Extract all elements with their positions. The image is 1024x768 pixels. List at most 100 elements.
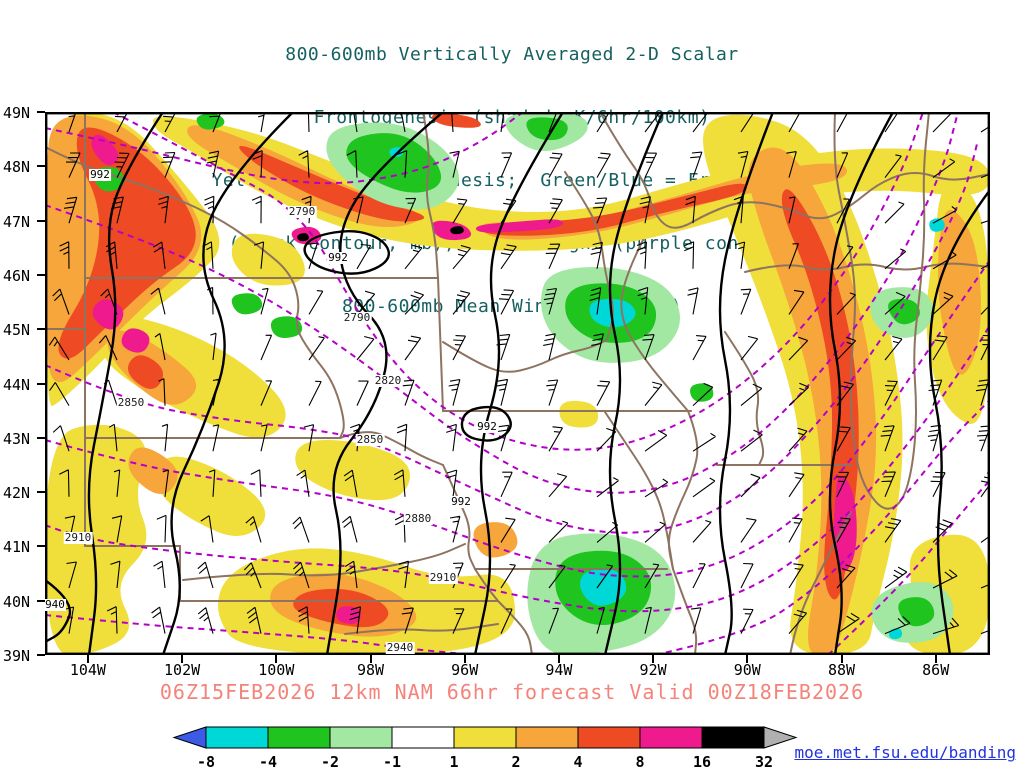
lat-tick-label: 45N — [3, 321, 31, 340]
lat-tick-mark — [37, 111, 45, 113]
contour-label-2910: 2910 — [63, 531, 93, 544]
border-line — [744, 262, 990, 273]
lat-tick-mark — [37, 382, 45, 385]
shaded-region — [580, 568, 627, 606]
colorbar-segment — [577, 726, 641, 749]
lon-tick-mark — [557, 655, 560, 663]
map-canvas — [45, 112, 990, 655]
lat-tick-label: 40N — [3, 592, 31, 611]
shaded-region — [559, 400, 599, 428]
colorbar-tick-label: 16 — [693, 753, 711, 768]
border-line — [833, 112, 930, 510]
lon-tick-label: 98W — [356, 661, 385, 679]
shaded-region — [45, 424, 147, 655]
colorbar: -8 -4 -2 -1 1 2 4 8 16 32 — [172, 726, 798, 768]
map-plot: 992 2790 992 2790 2820 2850 2850 992 992 2880 2910… — [44, 112, 990, 655]
lat-tick-mark — [37, 599, 45, 602]
colorbar-segment — [391, 726, 455, 749]
border-line — [474, 568, 499, 602]
colorbar-left-arrow — [172, 726, 207, 749]
colorbar-tick-label: 2 — [511, 753, 520, 768]
shaded-region — [231, 293, 263, 315]
border-line — [182, 543, 466, 581]
lon-tick-label: 88W — [827, 661, 856, 679]
border-line — [45, 146, 345, 439]
height-contour — [112, 112, 924, 451]
shaded-region — [432, 113, 481, 128]
border-line — [344, 623, 499, 635]
border-line — [497, 600, 533, 655]
shaded-region — [938, 210, 981, 375]
lat-tick-label: 43N — [3, 429, 31, 448]
border-line — [339, 431, 444, 466]
lat-tick-mark — [37, 219, 45, 222]
lon-tick-label: 100W — [258, 661, 295, 679]
lat-tick-label: 46N — [3, 266, 31, 285]
lon-tick-label: 102W — [164, 661, 201, 679]
contour-label-992: 992 — [476, 420, 498, 433]
lon-tick-label: 86W — [922, 661, 950, 679]
mslp-contour — [325, 112, 444, 655]
height-contour — [827, 479, 990, 655]
shaded-region — [295, 440, 410, 501]
lon-tick-mark — [181, 655, 184, 663]
mslp-contour — [603, 112, 665, 655]
shaded-region — [157, 456, 266, 536]
contour-labels-layer: 992 2790 992 2790 2820 2850 2850 992 992 2880 2910… — [44, 112, 990, 655]
colorbar-tick-label: 8 — [635, 753, 644, 768]
mslp-contour — [828, 112, 895, 655]
shaded-region — [239, 146, 425, 222]
height-contour — [654, 399, 990, 655]
lat-tick-label: 42N — [3, 484, 31, 503]
colorbar-right-arrow — [763, 726, 798, 749]
contour-label-992: 992 — [450, 495, 472, 508]
contour-label-992: 992 — [327, 251, 349, 264]
lon-tick-mark — [275, 655, 278, 663]
lat-tick-mark — [37, 654, 45, 656]
colorbar-segment — [453, 726, 517, 749]
shaded-region — [91, 134, 119, 166]
contour-label-2850: 2850 — [116, 396, 146, 409]
height-contour — [45, 112, 524, 185]
lon-tick-mark — [652, 655, 655, 663]
colorbar-segment — [329, 726, 393, 749]
lat-tick-label: 47N — [3, 212, 31, 231]
lon-tick-mark — [934, 655, 937, 663]
wind-barbs-layer — [48, 112, 990, 635]
lat-tick-mark — [37, 491, 45, 494]
border-line — [789, 511, 852, 655]
shaded-region — [336, 606, 361, 625]
border-line — [437, 277, 444, 412]
lon-tick-mark — [840, 655, 843, 663]
colorbar-segment — [701, 726, 765, 749]
colorbar-segment — [515, 726, 579, 749]
shaded-region — [128, 355, 163, 390]
contour-label-2880: 2880 — [403, 512, 433, 525]
contour-label-2790: 2790 — [287, 205, 317, 218]
colorbar-tick-label: -1 — [383, 753, 401, 768]
lat-tick-label: 39N — [3, 647, 31, 665]
border-line — [422, 112, 439, 279]
colorbar-tick-label: -2 — [321, 753, 339, 768]
colorbar-segment — [639, 726, 703, 749]
height-contour — [45, 324, 990, 613]
shaded-region — [297, 233, 309, 242]
colorbar-tick-label: 1 — [449, 753, 458, 768]
lon-tick-label: 90W — [733, 661, 761, 679]
shaded-region — [929, 218, 945, 232]
contour-label-2940: 2940 — [385, 641, 415, 654]
colorbar-tick-label: 4 — [573, 753, 582, 768]
shaded-region — [346, 133, 442, 193]
lon-tick-label: 92W — [639, 661, 667, 679]
lat-tick-label: 49N — [3, 104, 31, 122]
border-line — [672, 568, 698, 655]
lat-tick-mark — [37, 273, 45, 276]
colorbar-segment — [267, 726, 331, 749]
mslp-contour — [303, 230, 391, 275]
lon-tick-label: 104W — [69, 661, 106, 679]
lat-tick-mark — [37, 165, 45, 168]
contour-label-2820: 2820 — [373, 374, 403, 387]
site-link[interactable]: moe.met.fsu.edu/banding — [794, 743, 1016, 762]
forecast-caption: 06Z15FEB2026 12km NAM 66hr forecast Vali… — [159, 680, 865, 704]
